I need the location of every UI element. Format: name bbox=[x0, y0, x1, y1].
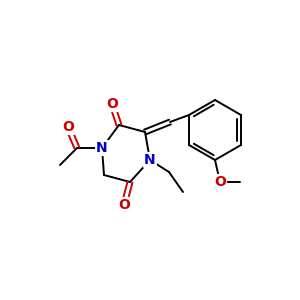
Text: N: N bbox=[144, 153, 156, 167]
Text: O: O bbox=[106, 97, 118, 111]
Text: O: O bbox=[62, 120, 74, 134]
Text: N: N bbox=[96, 141, 108, 155]
Text: O: O bbox=[214, 175, 226, 189]
Text: O: O bbox=[118, 198, 130, 212]
